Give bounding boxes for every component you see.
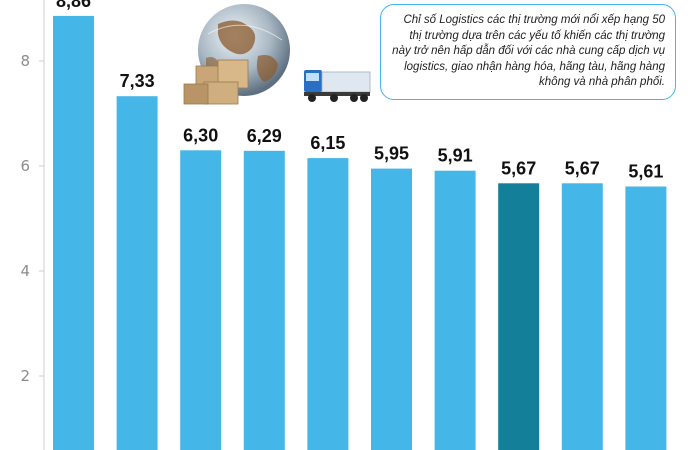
description-note: Chỉ số Logistics các thị trường mới nổi … (380, 4, 676, 100)
bar (116, 96, 158, 450)
bar-value-label: 5,95 (374, 144, 409, 164)
bar-value-label: 6,29 (247, 126, 282, 146)
bar-value-label: 6,15 (310, 133, 345, 153)
bar-value-label: 6,30 (183, 125, 218, 145)
bar (561, 183, 603, 450)
bars (53, 15, 667, 450)
bar (625, 186, 667, 450)
bar (53, 15, 94, 450)
bar-value-labels: 8,86 7,33 6,30 6,29 6,15 5,95 5,91 5,67 5,67 5,61 (56, 0, 663, 182)
truck-icon (304, 70, 371, 102)
bar-value-label: 7,33 (120, 71, 155, 91)
bar-value-label: 8,86 (56, 0, 91, 11)
bar (307, 158, 349, 450)
bar (434, 170, 476, 450)
y-tick-label: 2 (20, 367, 30, 385)
bar-value-label: 5,61 (628, 162, 663, 182)
bar-value-label: 5,91 (438, 146, 473, 166)
y-tick-label: 4 (20, 262, 30, 280)
globe-truck-illustration (178, 4, 374, 108)
boxes-icon (183, 59, 249, 105)
bar-value-label: 5,67 (565, 158, 600, 178)
bar (498, 183, 540, 450)
bar-value-label: 5,67 (501, 158, 536, 178)
y-axis-ticks: 2 4 6 8 (20, 52, 44, 385)
bar (243, 150, 285, 450)
y-tick-label: 8 (20, 52, 30, 70)
bar (371, 168, 412, 450)
bar (180, 150, 222, 450)
y-tick-label: 6 (20, 157, 30, 175)
